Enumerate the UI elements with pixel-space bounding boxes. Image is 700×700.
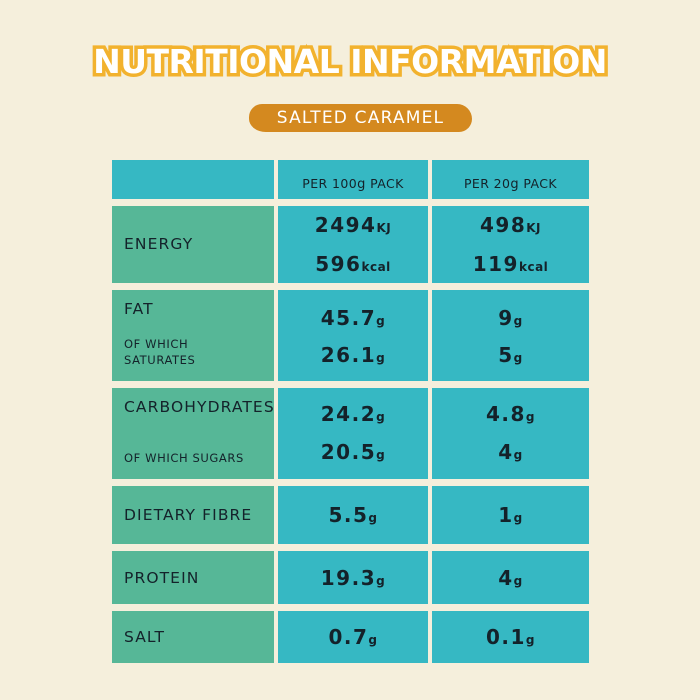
- energy-per20-kcal: 119kcal: [472, 252, 549, 276]
- row-fat-per100-cell: 45.7g 26.1g: [278, 290, 428, 381]
- protein-per20: 4g: [498, 566, 523, 590]
- carbs-label: CARBOHYDRATES: [124, 398, 275, 416]
- energy-per20-kj: 498KJ: [479, 213, 541, 237]
- energy-label: ENERGY: [124, 235, 194, 253]
- fibre-label: DIETARY FIBRE: [124, 506, 253, 524]
- row-protein-per100-cell: 19.3g: [278, 551, 428, 604]
- protein-per100: 19.3g: [320, 566, 386, 590]
- sugars-per20: 4g: [498, 440, 523, 464]
- header-per-100g-suffix: PACK: [365, 176, 404, 191]
- nutrition-table: PER 100g PACK PER 20g PACK ENERGY 2494KJ…: [112, 160, 589, 663]
- salt-per20: 0.1g: [485, 625, 536, 649]
- row-energy-label-cell: ENERGY: [112, 206, 274, 283]
- energy-per100-kj: 2494KJ: [314, 213, 392, 237]
- sugars-per100: 20.5g: [320, 440, 386, 464]
- flavor-badge: SALTED CARAMEL: [249, 104, 472, 132]
- page-title: NUTRITIONAL INFORMATION: [90, 39, 611, 85]
- fat-per20: 9g: [498, 306, 523, 330]
- row-fibre-label-cell: DIETARY FIBRE: [112, 486, 274, 544]
- row-fat-per20-cell: 9g 5g: [432, 290, 589, 381]
- fat-sub-label: OF WHICH SATURATES: [124, 337, 196, 367]
- header-per-20g-unit: g: [510, 177, 520, 192]
- row-fat-label-cell: FAT OF WHICH SATURATES: [112, 290, 274, 381]
- header-per-20g: PER 20g PACK: [432, 160, 589, 199]
- row-fibre-per20-cell: 1g: [432, 486, 589, 544]
- protein-label: PROTEIN: [124, 569, 200, 587]
- carbs-per100: 24.2g: [320, 402, 386, 426]
- row-salt-label-cell: SALT: [112, 611, 274, 663]
- header-per-100g-unit: g: [357, 177, 366, 192]
- row-salt-per100-cell: 0.7g: [278, 611, 428, 663]
- row-salt-per20-cell: 0.1g: [432, 611, 589, 663]
- saturates-per100: 26.1g: [320, 343, 386, 367]
- header-per-20g-suffix: PACK: [519, 176, 558, 191]
- row-fibre-per100-cell: 5.5g: [278, 486, 428, 544]
- energy-per100-kcal: 596kcal: [315, 252, 391, 276]
- saturates-per20: 5g: [498, 343, 523, 367]
- row-energy-per20-cell: 498KJ 119kcal: [432, 206, 589, 283]
- salt-per100: 0.7g: [328, 625, 378, 649]
- salt-label: SALT: [124, 628, 166, 646]
- fat-label: FAT: [124, 300, 154, 318]
- header-per-20g-prefix: PER 20: [463, 176, 511, 191]
- fat-per100: 45.7g: [320, 306, 386, 330]
- row-carbs-label-cell: CARBOHYDRATES OF WHICH SUGARS: [112, 388, 274, 479]
- carbs-sub-label: OF WHICH SUGARS: [124, 451, 244, 465]
- fibre-per100: 5.5g: [328, 503, 378, 527]
- row-protein-label-cell: PROTEIN: [112, 551, 274, 604]
- flavor-label: SALTED CARAMEL: [276, 108, 445, 128]
- carbs-per20: 4.8g: [485, 402, 536, 426]
- fibre-per20: 1g: [498, 503, 523, 527]
- row-carbs-per20-cell: 4.8g 4g: [432, 388, 589, 479]
- row-protein-per20-cell: 4g: [432, 551, 589, 604]
- row-carbs-per100-cell: 24.2g 20.5g: [278, 388, 428, 479]
- table-header-blank: [112, 160, 274, 199]
- header-per-100g: PER 100g PACK: [278, 160, 428, 199]
- header-per-100g-prefix: PER 100: [302, 176, 358, 191]
- row-energy-per100-cell: 2494KJ 596kcal: [278, 206, 428, 283]
